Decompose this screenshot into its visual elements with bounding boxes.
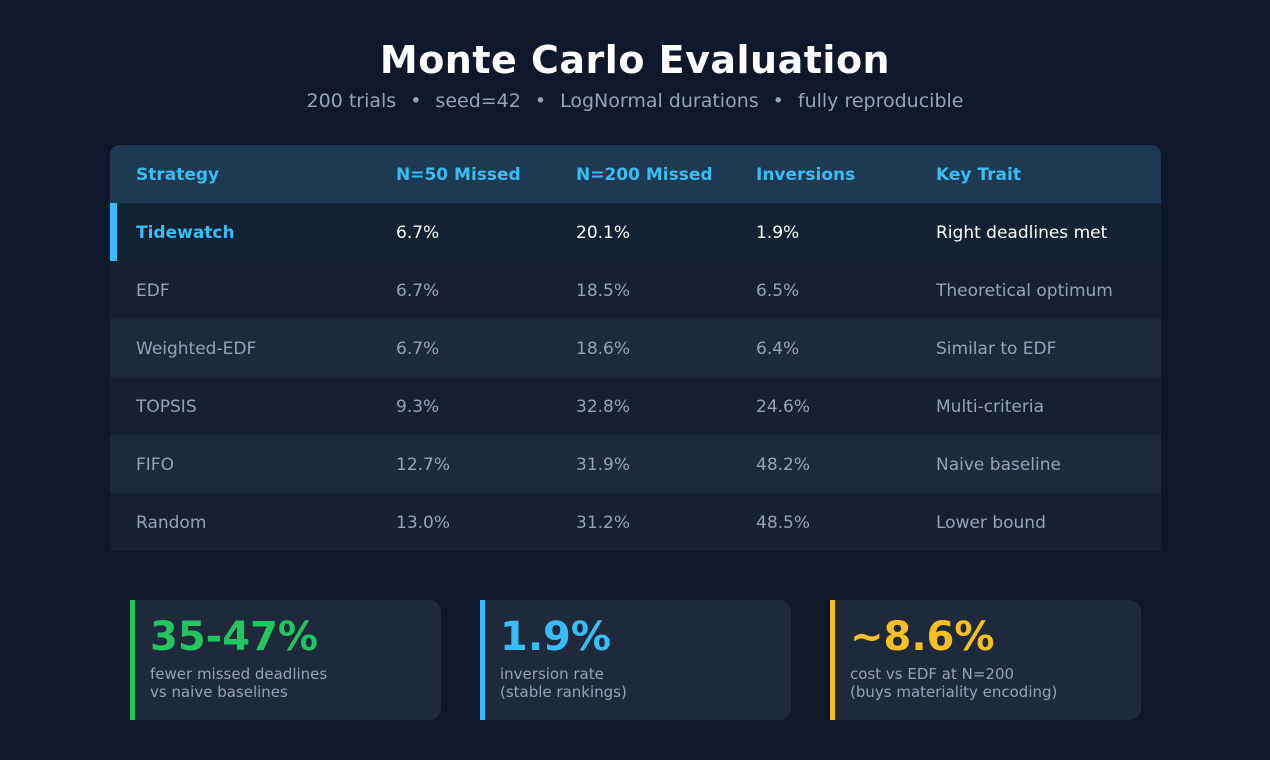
table-row-random: Random 13.0% 31.2% 48.5% Lower bound [110, 493, 1161, 551]
card-accent-bar [480, 600, 485, 720]
cell-inversions: 6.5% [756, 281, 800, 301]
cell-inversions: 48.2% [756, 455, 811, 475]
cell-inversions: 6.4% [756, 339, 800, 359]
card-description: fewer missed deadlines vs naive baseline… [150, 665, 327, 701]
page-subtitle: 200 trials • seed=42 • LogNormal durations • f… [0, 90, 1270, 112]
cell-inversions: 24.6% [756, 397, 811, 417]
cell-key-trait: Naive baseline [936, 455, 1061, 475]
cell-strategy: TOPSIS [136, 397, 197, 417]
cell-n50-missed: 6.7% [396, 339, 440, 359]
card-description: inversion rate (stable rankings) [500, 665, 627, 701]
cell-inversions: 1.9% [756, 223, 800, 243]
page-title: Monte Carlo Evaluation [379, 38, 891, 82]
column-header-n200-missed: N=200 Missed [576, 165, 713, 185]
card-value: 35-47% [150, 614, 319, 660]
card-description-line: cost vs EDF at N=200 [850, 665, 1015, 683]
cell-n200-missed: 20.1% [576, 223, 631, 243]
stat-card-inversion-rate: 1.9% inversion rate (stable rankings) [480, 600, 791, 720]
card-description-line: (stable rankings) [500, 683, 627, 701]
card-description-line: vs naive baselines [150, 683, 288, 701]
cell-key-trait: Multi-criteria [936, 397, 1045, 417]
table-header: Strategy N=50 Missed N=200 Missed Invers… [110, 145, 1161, 203]
cell-n50-missed: 13.0% [396, 513, 451, 533]
card-description: cost vs EDF at N=200 (buys materiality e… [850, 665, 1057, 701]
table-row-weighted-edf: Weighted-EDF 6.7% 18.6% 6.4% Similar to … [110, 319, 1161, 377]
cell-key-trait: Theoretical optimum [936, 281, 1113, 301]
results-table: Strategy N=50 Missed N=200 Missed Invers… [110, 145, 1161, 551]
card-accent-bar [130, 600, 135, 720]
subtitle-reproducible: fully reproducible [797, 90, 964, 112]
column-header-key-trait: Key Trait [936, 165, 1021, 185]
subtitle-separator: • [410, 90, 422, 112]
cell-n50-missed: 6.7% [396, 223, 440, 243]
subtitle-seed: seed=42 [435, 90, 521, 112]
cell-n200-missed: 31.9% [576, 455, 631, 475]
cell-inversions: 48.5% [756, 513, 811, 533]
card-value: ~8.6% [850, 614, 995, 660]
subtitle-trials: 200 trials [306, 90, 397, 112]
subtitle-durations: LogNormal durations [560, 90, 759, 112]
column-header-n50-missed: N=50 Missed [396, 165, 521, 185]
column-header-strategy: Strategy [136, 165, 220, 185]
cell-key-trait: Lower bound [936, 513, 1046, 533]
cell-strategy: FIFO [136, 455, 174, 475]
table-row-fifo: FIFO 12.7% 31.9% 48.2% Naive baseline [110, 435, 1161, 493]
card-value: 1.9% [500, 614, 611, 660]
cell-strategy: EDF [136, 281, 170, 301]
card-description-line: fewer missed deadlines [150, 665, 328, 683]
subtitle-separator: • [772, 90, 784, 112]
card-description-line: inversion rate [500, 665, 604, 683]
highlight-accent-bar [110, 203, 117, 261]
cell-n200-missed: 31.2% [576, 513, 631, 533]
cell-key-trait: Right deadlines met [936, 223, 1108, 243]
card-description-line: (buys materiality encoding) [850, 683, 1058, 701]
subtitle-separator: • [534, 90, 547, 112]
cell-n200-missed: 32.8% [576, 397, 631, 417]
table-row-edf: EDF 6.7% 18.5% 6.5% Theoretical optimum [110, 261, 1161, 319]
column-header-inversions: Inversions [756, 165, 856, 185]
cell-strategy: Random [136, 513, 207, 533]
cell-strategy: Weighted-EDF [136, 339, 257, 359]
table-row-topsis: TOPSIS 9.3% 32.8% 24.6% Multi-criteria [110, 377, 1161, 435]
table-row-tidewatch: Tidewatch 6.7% 20.1% 1.9% Right deadline… [110, 203, 1161, 261]
cell-key-trait: Similar to EDF [936, 339, 1057, 359]
cell-strategy: Tidewatch [136, 223, 235, 243]
cell-n50-missed: 6.7% [396, 281, 440, 301]
cell-n50-missed: 9.3% [396, 397, 440, 417]
cell-n50-missed: 12.7% [396, 455, 451, 475]
cell-n200-missed: 18.6% [576, 339, 631, 359]
stat-card-cost-vs-edf: ~8.6% cost vs EDF at N=200 (buys materia… [830, 600, 1141, 720]
stat-card-missed-deadlines: 35-47% fewer missed deadlines vs naive b… [130, 600, 441, 720]
cell-n200-missed: 18.5% [576, 281, 631, 301]
card-accent-bar [830, 600, 835, 720]
